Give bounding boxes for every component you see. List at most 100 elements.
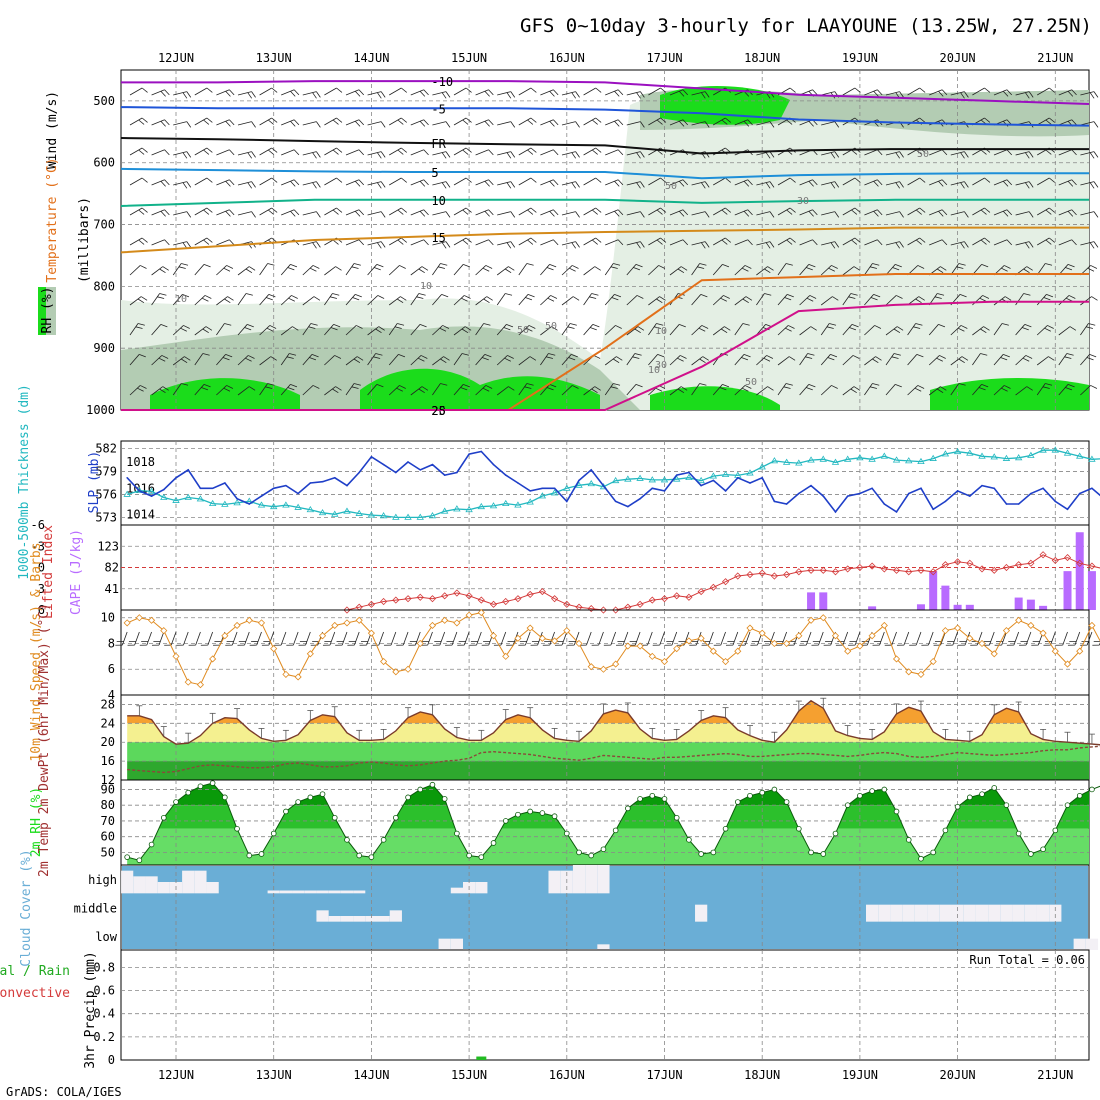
wind-barb	[648, 354, 658, 366]
wind-barb	[345, 119, 360, 126]
rh-tick-label: 70	[101, 814, 115, 828]
wind-barb-feather	[810, 326, 817, 331]
wind-barb-feather	[353, 358, 361, 364]
cloud-high-bar	[353, 890, 366, 894]
wind-barb	[648, 296, 660, 306]
wind-barb-feather	[571, 92, 577, 99]
wind-barb	[345, 239, 360, 246]
wind-barb-feather	[334, 355, 342, 359]
wind-barb-feather	[510, 241, 516, 248]
wind-barb	[842, 237, 856, 246]
wind-barb	[173, 241, 187, 246]
wind-barb	[151, 386, 164, 396]
wind-barb-feather	[808, 120, 814, 127]
wind-barb	[129, 265, 141, 276]
wind-barb	[993, 385, 1005, 396]
pressure-axis-label: (millibars)	[77, 197, 92, 283]
wind-barb-feather	[1025, 355, 1033, 359]
wind-barb-feather	[245, 268, 253, 274]
wind-barb-feather	[936, 388, 944, 394]
wind-barb-feather	[961, 356, 969, 361]
rh-point	[588, 852, 595, 859]
wind-barb	[691, 181, 706, 186]
cloud-middle-bar	[939, 904, 952, 922]
wind-barb	[1058, 384, 1069, 396]
wind-barb	[216, 265, 227, 276]
wind-barb-feather	[636, 182, 641, 189]
wind-speed-point	[673, 645, 681, 653]
wind-barb	[129, 117, 143, 126]
wind-barb-feather	[529, 356, 537, 361]
wind-barb-feather	[486, 296, 493, 301]
lifted-index-point	[514, 595, 522, 603]
wind-barb	[194, 147, 208, 156]
wind-barb-feather	[853, 386, 861, 391]
wind-barb-feather	[332, 293, 340, 296]
wind-barb	[885, 326, 898, 336]
wind-barb	[1036, 325, 1048, 336]
wind-barb-feather	[812, 209, 818, 216]
wind-barb-feather	[659, 296, 666, 301]
wind-barb-feather	[355, 294, 362, 298]
wind-barb	[173, 121, 187, 126]
wind-barb-feather	[291, 295, 298, 299]
wind-barb	[367, 241, 382, 246]
wind-barb	[1036, 356, 1049, 366]
wind-barb	[237, 211, 252, 216]
wind-barb-feather	[316, 91, 321, 98]
thickness-point	[416, 513, 424, 520]
wind-barb	[854, 631, 861, 646]
wind-barb-feather	[743, 354, 751, 358]
wind-barb-feather	[549, 180, 555, 187]
wind-barb-feather	[747, 209, 753, 216]
cloud-high-bar	[121, 870, 134, 894]
cape-bar	[807, 592, 816, 610]
wind-speed-point	[880, 621, 888, 630]
wind-barb-feather	[157, 296, 165, 299]
wind-barb	[146, 631, 152, 646]
wind-barb	[345, 149, 360, 156]
rh-point	[539, 810, 546, 816]
wind-barb-feather	[747, 119, 753, 126]
wind-barb-feather	[978, 387, 986, 391]
wind-barb	[388, 354, 399, 366]
wind-barb-feather	[226, 265, 234, 269]
wind-barb	[518, 263, 528, 276]
wind-barb-feather	[376, 242, 382, 249]
wind-barb-feather	[485, 265, 493, 269]
wind-barb	[302, 91, 317, 96]
cloud-middle-bar	[951, 904, 964, 922]
wind-barb	[561, 354, 572, 366]
wind-barb-feather	[872, 358, 879, 364]
wind-barb-feather	[745, 296, 753, 301]
lifted-index-point	[453, 589, 461, 597]
wind-barb	[518, 237, 532, 246]
wind-barb	[648, 265, 659, 276]
wind-barb-feather	[399, 265, 406, 269]
wind-barb-feather	[530, 207, 537, 213]
wind-speed-point	[294, 673, 302, 681]
wind-barb-feather	[546, 387, 554, 391]
wind-barb	[302, 323, 312, 336]
wind-barb	[496, 386, 509, 396]
wind-barb-feather	[742, 323, 750, 326]
wind-barb-feather	[1023, 293, 1031, 296]
cloud-high-bar	[316, 890, 329, 894]
wind-speed-point	[489, 632, 498, 640]
wind-barb	[821, 151, 835, 156]
temperature-contour-label: -10	[431, 75, 453, 89]
wind-barb-feather	[936, 268, 944, 274]
wind-barb-feather	[984, 207, 991, 213]
wind-barb	[928, 386, 941, 396]
wind-barb	[972, 177, 985, 186]
wind-barb-feather	[916, 354, 924, 358]
wind-barb-feather	[267, 263, 275, 266]
wind-barb-feather	[336, 147, 343, 153]
wind-barb	[194, 87, 208, 96]
wind-barb-feather	[527, 239, 534, 245]
slp-point	[199, 487, 202, 490]
lifted-index-point	[1076, 559, 1084, 567]
wind-barb-feather	[1006, 149, 1013, 156]
wind-barb-feather	[398, 354, 406, 358]
wind-barb	[1058, 119, 1072, 126]
